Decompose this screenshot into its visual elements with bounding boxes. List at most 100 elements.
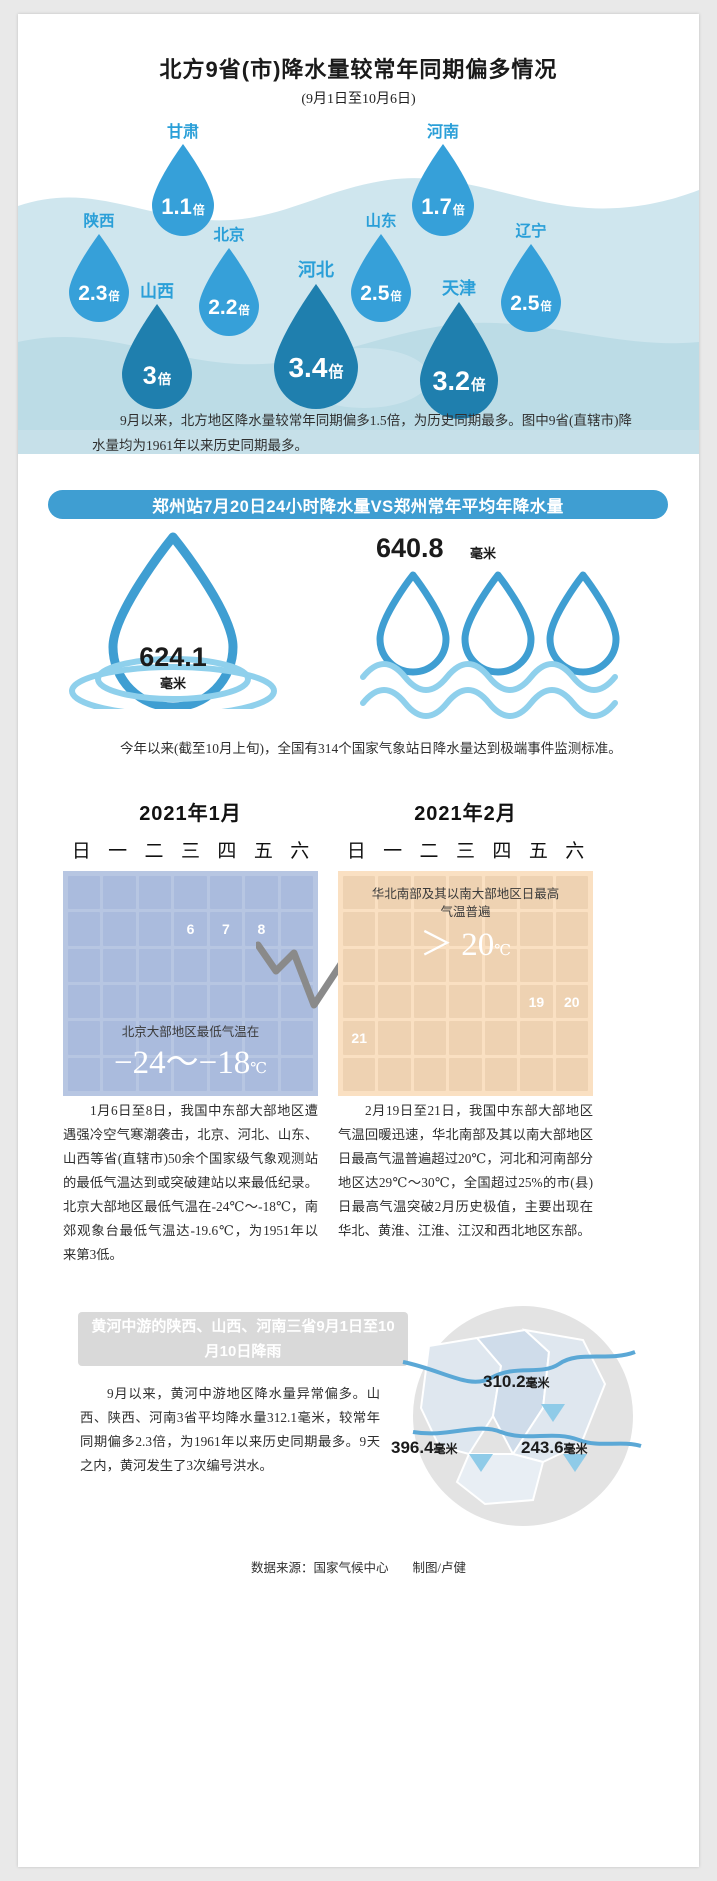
calendar-cell (103, 948, 136, 982)
calendar-cell (209, 984, 243, 1019)
weekday-mon: 一 (108, 841, 128, 862)
weekday-sun: 日 (71, 841, 91, 862)
calendar-cell (413, 1057, 447, 1091)
calendar-cell-highlight-19: 19 (520, 984, 553, 1019)
calendar-cell (103, 1057, 136, 1091)
drop-label-hebei: 河北 (298, 260, 334, 280)
zhengzhou-daily-value: 624.1 (139, 642, 207, 672)
weekday-thu: 四 (492, 841, 512, 862)
calendar-cell (484, 876, 518, 910)
map-label-396: 396.4毫米 (391, 1438, 458, 1457)
calendar-cell (484, 984, 518, 1019)
calendar-cell (138, 948, 172, 982)
calendar-cell (413, 912, 447, 946)
drop-hebei: 河北 3.4倍 (270, 260, 362, 414)
calendar-cell (68, 948, 101, 982)
calendar-january: 2021年1月 日 一 二 三 四 五 六 (63, 789, 318, 1096)
calendar-cell (174, 1057, 207, 1091)
droplet-icon (351, 234, 411, 322)
zhengzhou-daily-unit: 毫米 (159, 676, 186, 691)
drop-shanxi: 山西 3倍 (118, 282, 196, 414)
calendar-cell (343, 948, 376, 982)
calendar-cell (378, 948, 411, 982)
calendar-cell (280, 876, 313, 910)
calendar-cell (209, 1057, 243, 1091)
calendar-cell (68, 1021, 101, 1055)
calendar-cell (555, 876, 588, 910)
calendar-cell (174, 876, 207, 910)
drop-value-beijing: 2.2倍 (208, 296, 250, 319)
january-paragraph: 1月6日至8日，我国中东部大部地区遭遇强冷空气寒潮袭击，北京、河北、山东、山西等… (63, 1103, 318, 1262)
calendar-cell-highlight-20: 20 (555, 984, 588, 1019)
calendar-cell (413, 948, 447, 982)
section-zhengzhou-comparison: 郑州站7月20日24小时降水量VS郑州常年平均年降水量 624.1 毫米 640… (18, 474, 699, 789)
weekday-wed: 三 (180, 841, 200, 862)
weekday-sun: 日 (346, 841, 366, 862)
droplet-outline-icon (68, 532, 278, 709)
calendar-cell (245, 1021, 278, 1055)
calendar-cell (68, 1057, 101, 1091)
calendar-cell (138, 876, 172, 910)
calendar-cell (484, 1021, 518, 1055)
calendar-cell (280, 1057, 313, 1091)
calendar-cell (413, 876, 447, 910)
calendar-cell (413, 1021, 447, 1055)
annual-average-value: 640.8 (376, 533, 444, 563)
droplet-icon (501, 244, 561, 332)
section-temperature-calendars: 2021年1月 日 一 二 三 四 五 六 (18, 789, 699, 1294)
droplet-icon (274, 284, 358, 409)
section1-caption: 9月以来，北方地区降水量较常年同期偏多1.5倍，为历史同期最多。图中9省(直辖市… (92, 413, 632, 453)
calendar-cell (68, 876, 101, 910)
weekday-wed: 三 (455, 841, 475, 862)
weekday-tue: 二 (144, 841, 164, 862)
page-title: 北方9省(市)降水量较常年同期偏多情况 (159, 57, 558, 82)
calendar-cell (209, 1021, 243, 1055)
calendar-cell (103, 1021, 136, 1055)
drop-tianjin: 天津 3.2倍 (416, 279, 502, 424)
weekday-sat: 六 (565, 841, 585, 862)
calendar-cell (555, 948, 588, 982)
drop-label-shaanxi: 陕西 (83, 213, 115, 230)
calendar-cell (449, 948, 482, 982)
calendar-cell (280, 1021, 313, 1055)
zhengzhou-banner: 郑州站7月20日24小时降水量VS郑州常年平均年降水量 (48, 490, 668, 519)
calendar-cell (484, 912, 518, 946)
calendar-cell (68, 984, 101, 1019)
calendar-cell-highlight-7: 7 (209, 912, 243, 946)
calendar-cell (520, 948, 553, 982)
section4-caption: 9月以来，黄河中游地区降水量异常偏多。山西、陕西、河南3省平均降水量312.1毫… (80, 1386, 380, 1473)
calendar-cell-highlight-8: 8 (245, 912, 278, 946)
calendar-cell (343, 1057, 376, 1091)
calendar-cell (138, 912, 172, 946)
section-yellow-river: 黄河中游的陕西、山西、河南三省9月1日至10月10日降雨 9月以来，黄河中游地区… (18, 1294, 699, 1594)
calendar-cell (378, 1021, 411, 1055)
droplet-icon (122, 304, 192, 409)
map-label-310: 310.2毫米 (483, 1372, 550, 1391)
map-graphic (402, 1306, 642, 1526)
weekday-fri: 五 (528, 841, 548, 862)
february-paragraph: 2月19日至21日，我国中东部大部地区气温回暖迅速，华北南部及其以南大部地区日最… (338, 1103, 593, 1238)
drop-label-henan: 河南 (426, 124, 459, 141)
section-precipitation-multiples: 北方9省(市)降水量较常年同期偏多情况 (9月1日至10月6日) 甘肃 1.1倍… (18, 14, 699, 474)
february-big-temperature: ＞ 20℃ (419, 927, 512, 963)
calendar-title-february: 2021年2月 (414, 803, 517, 825)
drop-label-liaoning: 辽宁 (515, 223, 547, 240)
drop-label-gansu: 甘肃 (166, 124, 199, 141)
map-label-243: 243.6毫米 (521, 1438, 588, 1457)
january-note: 北京大部地区最低气温在 (121, 1025, 260, 1039)
droplet-icon (69, 234, 129, 322)
calendar-cell (555, 1057, 588, 1091)
weekday-header-february: 日 一 二 三 四 五 六 (338, 836, 593, 863)
yellow-river-banner: 黄河中游的陕西、山西、河南三省9月1日至10月10日降雨 (78, 1312, 408, 1366)
calendar-cell (520, 1021, 553, 1055)
calendar-cell (484, 1057, 518, 1091)
calendar-cell (245, 876, 278, 910)
calendar-cell (103, 912, 136, 946)
calendar-cell (343, 984, 376, 1019)
calendar-cell (138, 1021, 172, 1055)
weekday-sat: 六 (290, 841, 310, 862)
drop-value-shanxi: 3倍 (142, 362, 172, 390)
annual-average-unit: 毫米 (470, 546, 497, 561)
page-subtitle: (9月1日至10月6日) (301, 92, 416, 107)
drop-shaanxi: 陕西 2.3倍 (66, 213, 132, 325)
